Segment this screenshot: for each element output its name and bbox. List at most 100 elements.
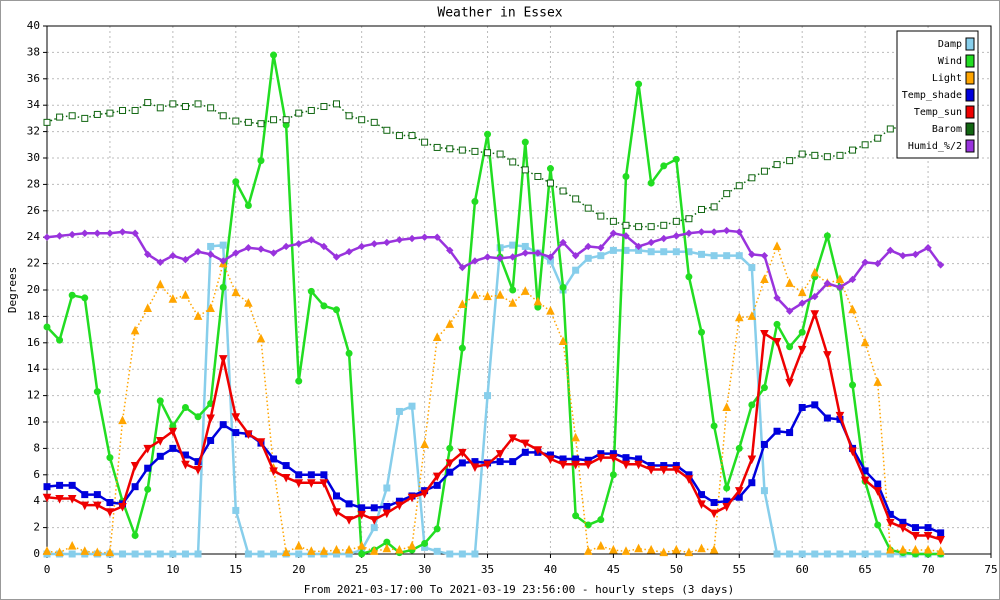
x-tick-label: 0 [44,563,51,576]
legend-swatch [965,122,975,136]
marker [470,463,480,472]
marker [698,205,706,213]
marker [495,290,505,299]
marker [634,460,643,470]
marker [898,524,908,533]
marker [93,110,101,118]
y-tick-label: 40 [27,19,40,32]
marker [735,228,743,236]
y-tick-label: 0 [33,547,40,560]
marker [609,229,618,237]
marker [734,312,744,322]
marker [219,241,227,249]
marker [786,343,794,351]
marker [93,229,102,237]
marker [42,546,52,555]
y-tick-label: 26 [27,204,40,217]
marker [760,274,769,283]
marker [56,481,64,489]
marker [583,546,593,555]
marker [369,546,379,555]
marker [256,333,266,343]
marker [458,550,466,558]
marker [295,471,303,479]
marker [320,302,328,310]
y-tick-label: 34 [27,98,41,111]
marker [395,236,404,244]
marker [923,532,933,541]
marker [911,544,920,554]
marker [295,377,303,385]
marker [810,267,820,277]
y-tick-label: 16 [27,336,40,349]
marker [281,547,291,557]
marker [584,254,592,262]
marker [772,337,782,347]
chart-title: Weather in Essex [437,6,562,21]
marker [106,499,114,507]
marker [43,323,51,331]
x-tick-label: 25 [355,563,368,576]
marker [836,550,844,558]
marker [332,492,340,500]
marker [836,283,844,292]
marker [169,251,177,260]
marker [823,153,831,161]
marker [307,479,316,488]
legend-label: Humid_%/2 [908,141,962,152]
marker [194,413,202,421]
legend-swatch [965,37,975,51]
marker [80,501,90,511]
marker [886,125,894,133]
marker [219,421,227,429]
marker [382,543,392,553]
marker [320,103,328,111]
marker [496,254,504,263]
marker [874,480,882,488]
marker [810,310,820,319]
marker [281,473,291,483]
marker [911,524,919,532]
marker [345,248,353,256]
marker [244,118,252,126]
marker [861,141,869,149]
marker [232,178,240,186]
x-tick-label: 75 [984,563,997,576]
marker [256,438,266,447]
marker [772,241,782,250]
marker [131,106,139,114]
marker [307,287,315,295]
marker [408,132,416,140]
marker [520,439,530,449]
y-tick-label: 6 [33,468,40,481]
marker [660,221,668,229]
marker [622,221,630,229]
marker [571,460,580,470]
marker [81,229,89,237]
marker [206,414,215,424]
marker [471,550,479,558]
marker [710,252,718,260]
marker [118,415,127,425]
x-tick-label: 15 [229,563,242,576]
marker [193,311,203,320]
marker [143,444,153,454]
legend-label: Light [932,73,962,84]
marker [420,489,429,499]
marker [546,165,554,173]
marker [785,278,794,287]
marker [596,540,606,550]
marker [458,263,467,272]
marker [332,306,340,314]
marker [622,454,630,462]
marker [219,283,227,291]
marker [936,261,945,269]
marker [344,544,354,554]
marker [470,290,480,299]
marker [257,245,265,253]
marker [484,392,492,400]
marker [635,223,643,231]
x-tick-label: 60 [796,563,809,576]
marker [572,512,580,520]
marker [597,516,605,524]
